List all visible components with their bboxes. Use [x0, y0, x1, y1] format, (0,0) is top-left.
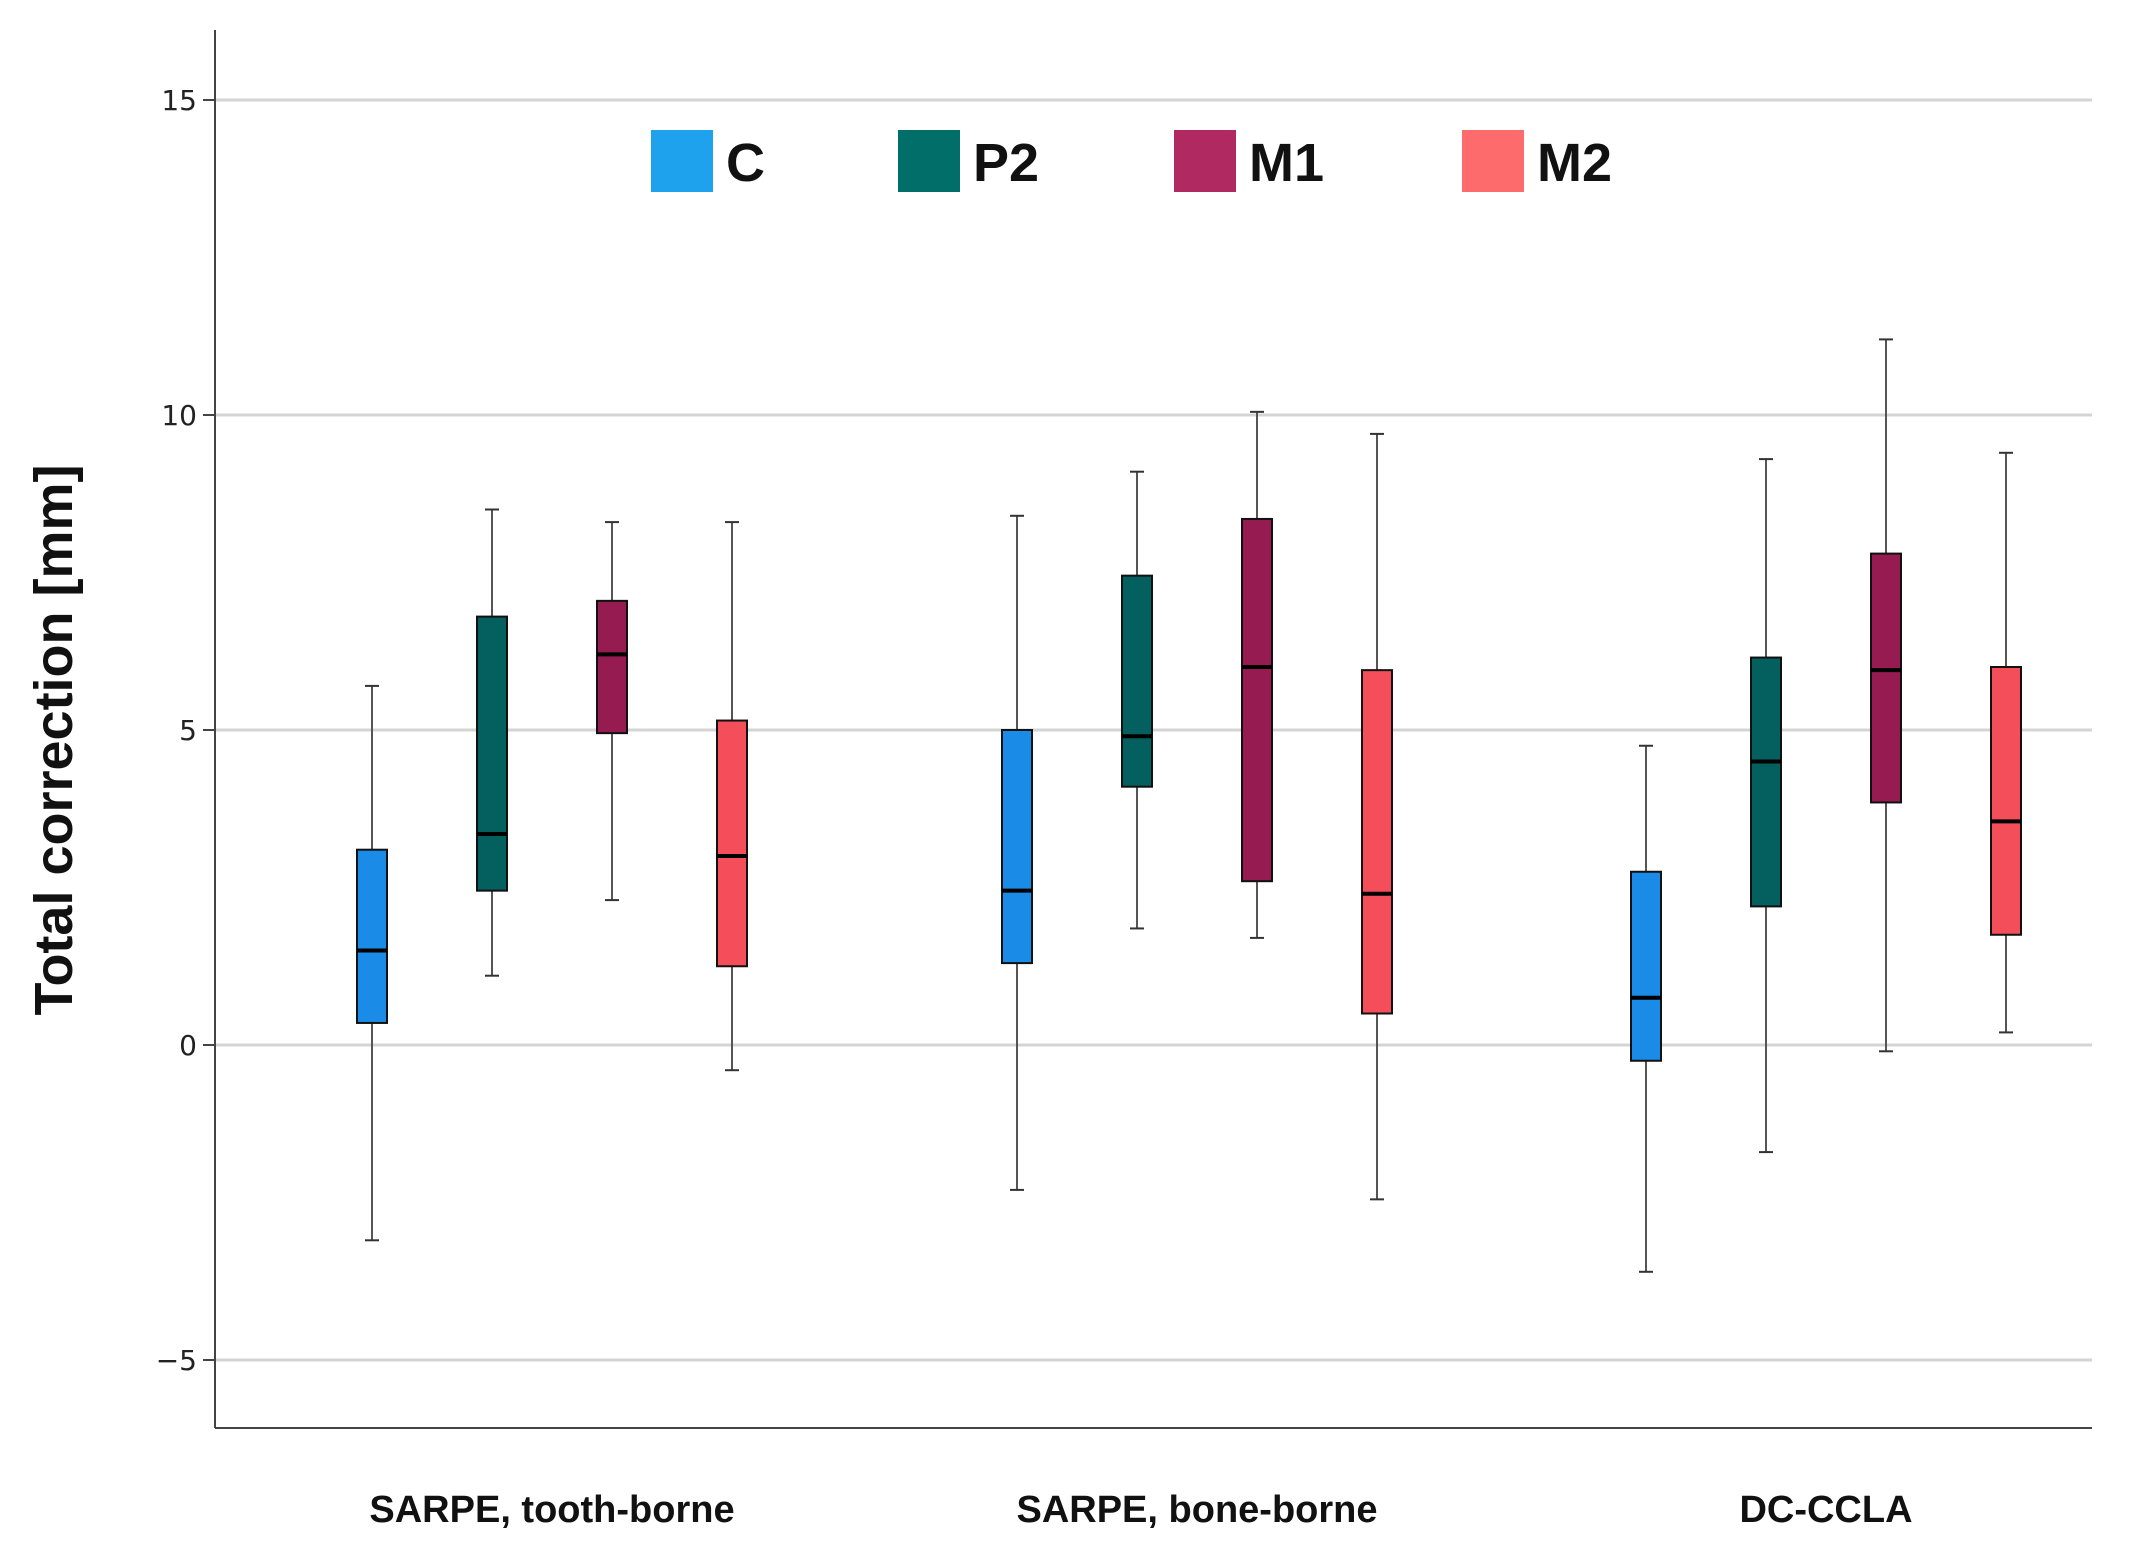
legend-swatch	[651, 130, 713, 192]
box-M1-2	[1870, 338, 1902, 1053]
box-M2-2	[1990, 451, 2022, 1034]
legend-label: C	[726, 133, 765, 193]
y-tick-label: 0	[179, 1029, 197, 1062]
gridlines	[203, 98, 2092, 1362]
legend-label: M2	[1537, 133, 1612, 193]
legend-item-M1: M1	[1174, 130, 1324, 193]
box-C-0	[356, 684, 388, 1242]
iqr-box	[1361, 669, 1393, 1015]
box-P2-2	[1750, 458, 1782, 1154]
axes	[214, 30, 2092, 1429]
category-labels: SARPE, tooth-borne SARPE, bone-borne DC-CC…	[369, 1489, 1912, 1531]
box-M2-0	[716, 521, 748, 1072]
y-tick-label: 5	[179, 714, 197, 747]
iqr-box	[1241, 517, 1273, 883]
category-label: DC-CCLA	[1739, 1489, 1912, 1531]
box-M2-1	[1361, 432, 1393, 1201]
y-axis-title: Total correction [mm]	[24, 464, 84, 1015]
legend-swatch	[1462, 130, 1524, 192]
boxes	[356, 338, 2022, 1273]
iqr-box	[596, 599, 628, 735]
category-label: SARPE, bone-borne	[1016, 1489, 1377, 1531]
iqr-box	[1121, 574, 1153, 788]
legend: C P2 M1 M2	[651, 130, 1612, 193]
iqr-box	[1750, 656, 1782, 908]
legend-swatch	[1174, 130, 1236, 192]
legend-item-M2: M2	[1462, 130, 1612, 193]
iqr-box	[1001, 729, 1033, 965]
iqr-box	[1870, 552, 1902, 804]
box-P2-1	[1121, 470, 1153, 930]
y-tick-label: 15	[161, 84, 197, 117]
iqr-box	[1630, 870, 1662, 1062]
box-C-1	[1001, 514, 1033, 1191]
category-label: SARPE, tooth-borne	[369, 1489, 734, 1531]
iqr-box	[476, 615, 508, 892]
legend-item-P2: P2	[898, 130, 1039, 193]
iqr-box	[716, 719, 748, 968]
y-tick-labels: 15 10 5 0 −5	[156, 84, 197, 1377]
y-tick-label: 10	[161, 399, 197, 432]
legend-label: M1	[1249, 133, 1324, 193]
box-M1-0	[596, 521, 628, 902]
box-M1-1	[1241, 410, 1273, 939]
iqr-box	[356, 848, 388, 1024]
legend-item-C: C	[651, 130, 765, 193]
iqr-box	[1990, 666, 2022, 936]
box-P2-0	[476, 508, 508, 977]
box-C-2	[1630, 744, 1662, 1273]
legend-swatch	[898, 130, 960, 192]
y-tick-label: −5	[156, 1344, 197, 1377]
legend-label: P2	[973, 133, 1039, 193]
